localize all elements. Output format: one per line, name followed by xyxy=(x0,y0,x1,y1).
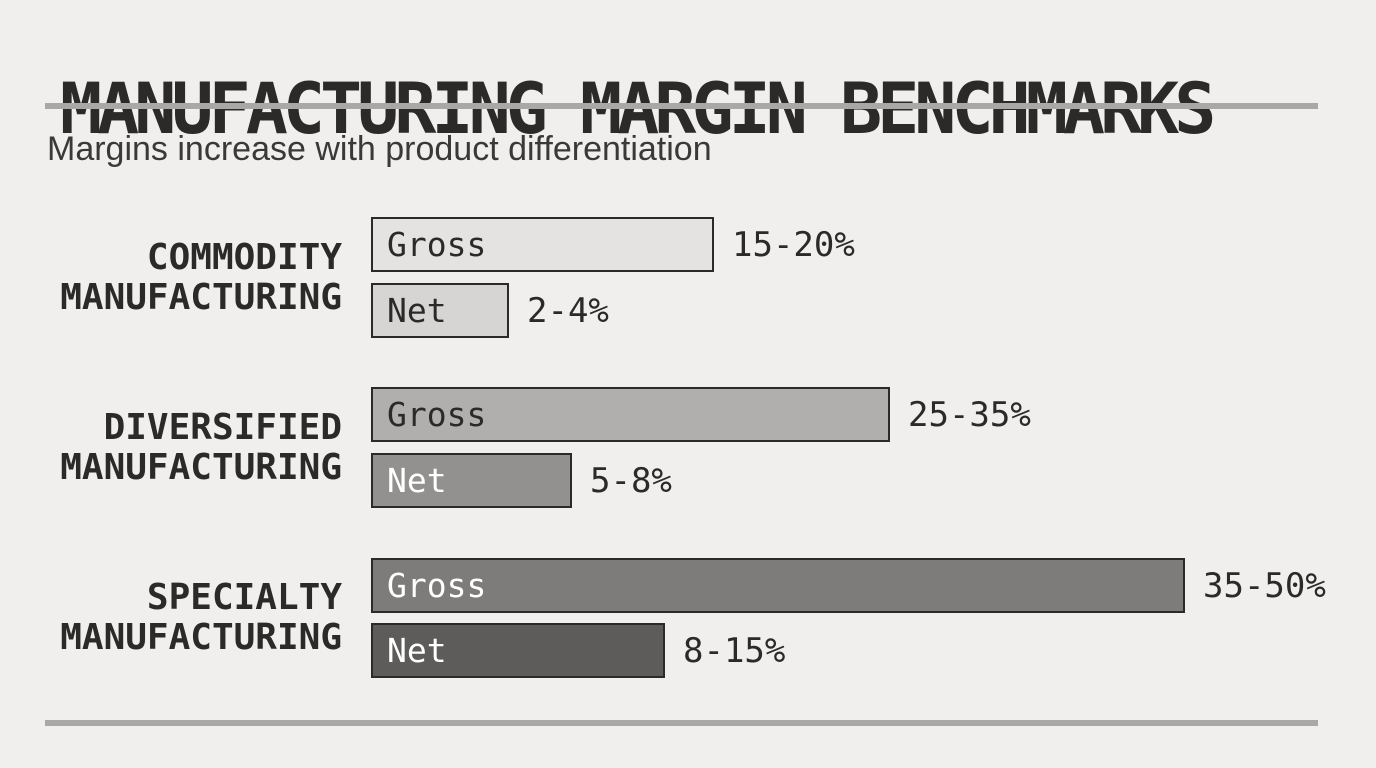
bar-row-commodity-gross: Gross 15-20% xyxy=(371,217,855,272)
bar-value: 25-35% xyxy=(908,394,1031,435)
category-label-line: MANUFACTURING xyxy=(60,617,342,658)
category-label-diversified: DIVERSIFIED MANUFACTURING xyxy=(40,408,342,488)
top-divider xyxy=(45,103,1318,109)
bar-row-specialty-net: Net 8-15% xyxy=(371,623,785,678)
bar-specialty-gross: Gross xyxy=(371,558,1185,613)
bar-value: 5-8% xyxy=(590,460,672,501)
page-subtitle: Margins increase with product differenti… xyxy=(47,130,712,168)
bar-row-specialty-gross: Gross 35-50% xyxy=(371,558,1326,613)
bar-commodity-net: Net xyxy=(371,283,509,338)
bar-row-diversified-gross: Gross 25-35% xyxy=(371,387,1031,442)
bar-diversified-gross: Gross xyxy=(371,387,890,442)
bar-label: Gross xyxy=(387,225,487,264)
bar-row-diversified-net: Net 5-8% xyxy=(371,453,672,508)
category-label-line: SPECIALTY xyxy=(146,577,342,618)
category-label-specialty: SPECIALTY MANUFACTURING xyxy=(40,578,342,658)
bar-label: Net xyxy=(387,461,447,500)
bar-label: Gross xyxy=(387,395,487,434)
bar-label: Gross xyxy=(387,566,487,605)
bar-value: 2-4% xyxy=(527,290,609,331)
bar-commodity-gross: Gross xyxy=(371,217,714,272)
bottom-divider xyxy=(45,720,1318,726)
category-label-line: MANUFACTURING xyxy=(60,447,342,488)
bar-label: Net xyxy=(387,631,447,670)
bar-diversified-net: Net xyxy=(371,453,572,508)
bar-specialty-net: Net xyxy=(371,623,665,678)
category-label-line: MANUFACTURING xyxy=(60,277,342,318)
bar-value: 35-50% xyxy=(1203,565,1326,606)
bar-label: Net xyxy=(387,291,447,330)
bar-value: 15-20% xyxy=(732,224,855,265)
category-label-commodity: COMMODITY MANUFACTURING xyxy=(40,238,342,318)
category-label-line: COMMODITY xyxy=(146,237,342,278)
bar-row-commodity-net: Net 2-4% xyxy=(371,283,609,338)
bar-value: 8-15% xyxy=(683,630,786,671)
category-label-line: DIVERSIFIED xyxy=(103,407,342,448)
